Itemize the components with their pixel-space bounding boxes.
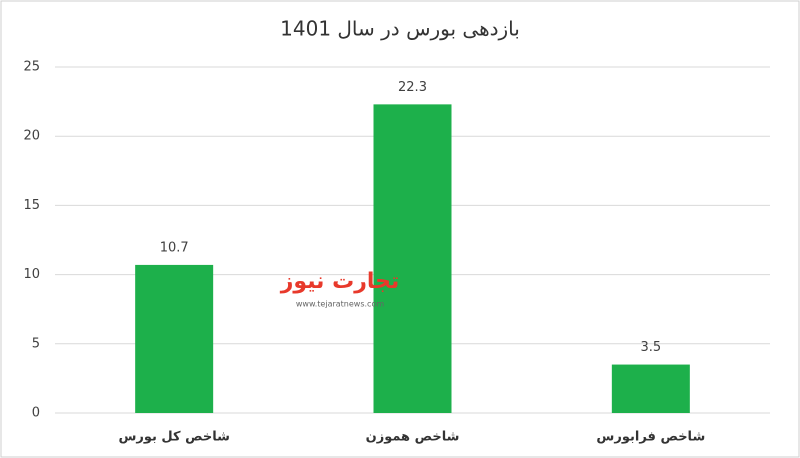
- logo: تجارت نیوز www.tejaratnews.com: [280, 269, 400, 309]
- x-tick-label: شاخص هموزن: [366, 430, 460, 445]
- x-tick-label: شاخص فرابورس: [596, 430, 705, 445]
- bar: [611, 364, 690, 413]
- x-tick-label: شاخص کل بورس: [118, 430, 229, 445]
- bar: [135, 264, 214, 413]
- y-tick-label: 15: [23, 198, 40, 213]
- logo-name: تجارت نیوز: [280, 269, 400, 294]
- value-label: 10.7: [160, 240, 189, 255]
- y-tick-label: 25: [23, 60, 40, 75]
- y-tick-label: 0: [32, 406, 40, 421]
- y-tick-label: 5: [32, 336, 40, 351]
- value-label: 22.3: [398, 80, 427, 95]
- logo-url: www.tejaratnews.com: [296, 300, 384, 309]
- y-tick-label: 20: [23, 129, 40, 144]
- bar: [373, 104, 452, 414]
- value-label: 3.5: [640, 340, 661, 355]
- y-tick-label: 10: [23, 267, 40, 282]
- chart-title: بازدهی بورس در سال 1401: [280, 17, 520, 41]
